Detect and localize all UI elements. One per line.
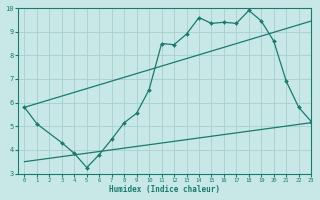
X-axis label: Humidex (Indice chaleur): Humidex (Indice chaleur) [109,185,220,194]
